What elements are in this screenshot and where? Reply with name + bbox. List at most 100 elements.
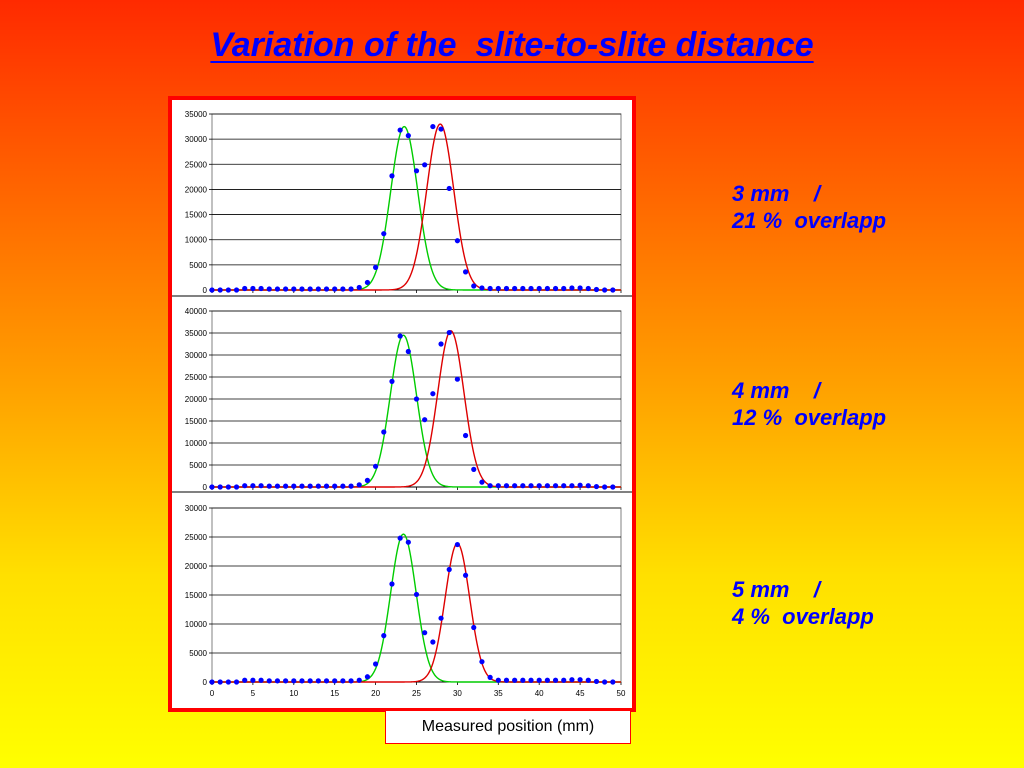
fit-curve-right xyxy=(212,542,621,683)
data-point xyxy=(389,173,395,179)
slide-title: Variation of the slite-to-slite distance xyxy=(210,26,814,64)
data-point xyxy=(397,535,403,541)
y-tick-label: 5000 xyxy=(189,461,207,470)
data-point xyxy=(274,483,281,489)
data-point xyxy=(520,285,526,292)
data-point xyxy=(487,285,493,292)
data-point xyxy=(610,287,616,293)
data-point xyxy=(356,677,362,683)
annotation-3mm: 3 mm / 21 % overlapp xyxy=(732,180,886,234)
data-point xyxy=(217,679,223,685)
data-point xyxy=(495,483,501,489)
data-point xyxy=(495,677,501,683)
data-point xyxy=(283,286,289,292)
data-point xyxy=(454,376,460,382)
data-point xyxy=(397,127,403,133)
data-point xyxy=(340,678,346,684)
data-point xyxy=(283,483,289,489)
data-point xyxy=(389,581,395,587)
annotation-3mm-distance: 3 mm / xyxy=(732,181,821,206)
data-point xyxy=(381,429,387,435)
y-tick-label: 15000 xyxy=(185,417,208,426)
data-point xyxy=(471,283,477,289)
x-tick-label: 35 xyxy=(494,689,503,698)
data-point xyxy=(422,630,428,636)
data-point xyxy=(315,483,321,489)
fit-curve-left xyxy=(212,533,621,683)
data-point xyxy=(585,285,591,292)
data-point xyxy=(512,483,518,489)
data-point xyxy=(364,279,371,286)
data-point xyxy=(536,285,542,292)
data-point xyxy=(225,287,231,293)
data-point xyxy=(503,483,510,489)
data-point xyxy=(291,678,297,684)
data-point xyxy=(438,126,444,132)
data-point xyxy=(266,483,272,489)
data-point xyxy=(422,417,428,423)
fit-curve-left xyxy=(212,125,621,291)
data-point xyxy=(446,566,452,573)
data-point xyxy=(495,285,501,292)
x-tick-label: 30 xyxy=(453,689,462,698)
data-point xyxy=(479,479,485,485)
data-point xyxy=(348,286,354,292)
data-point xyxy=(593,286,600,293)
y-tick-label: 10000 xyxy=(185,620,208,629)
x-tick-label: 5 xyxy=(251,689,256,698)
data-point xyxy=(373,463,379,469)
annotation-3mm-overlap: 21 % overlapp xyxy=(732,208,887,233)
data-point xyxy=(323,678,330,684)
data-point xyxy=(520,677,526,683)
data-point xyxy=(233,484,240,490)
data-point xyxy=(250,677,256,683)
data-point xyxy=(266,678,272,684)
data-point xyxy=(602,287,608,293)
x-tick-label: 25 xyxy=(412,689,421,698)
data-point xyxy=(274,678,281,684)
y-tick-label: 15000 xyxy=(185,591,208,600)
x-tick-label: 45 xyxy=(576,689,585,698)
data-point xyxy=(569,285,575,291)
x-tick-label: 0 xyxy=(210,689,215,698)
data-point xyxy=(348,483,354,489)
y-tick-label: 25000 xyxy=(185,160,208,169)
data-point xyxy=(569,677,575,683)
data-point xyxy=(569,483,575,489)
data-point xyxy=(512,677,518,683)
data-point xyxy=(413,591,420,598)
data-point xyxy=(479,285,485,291)
data-point xyxy=(217,484,223,490)
data-point xyxy=(528,285,534,292)
annotation-4mm-overlap: 12 % overlapp xyxy=(732,405,887,430)
data-point xyxy=(503,285,510,292)
data-point xyxy=(283,678,289,684)
data-point xyxy=(544,677,550,683)
data-point xyxy=(332,678,338,684)
y-tick-label: 15000 xyxy=(185,211,208,220)
data-point xyxy=(233,287,240,293)
data-point xyxy=(430,391,436,397)
data-point xyxy=(602,679,608,685)
x-tick-label: 10 xyxy=(289,689,298,698)
fit-curve-right xyxy=(212,123,621,291)
data-point xyxy=(307,483,313,489)
data-point xyxy=(454,238,460,244)
data-point xyxy=(430,639,436,645)
data-point xyxy=(332,483,338,489)
data-point xyxy=(528,677,534,683)
data-point xyxy=(250,483,256,489)
data-point xyxy=(552,677,559,683)
data-point xyxy=(405,348,411,355)
data-point xyxy=(536,677,542,683)
y-tick-label: 0 xyxy=(203,286,208,295)
x-tick-label: 50 xyxy=(617,689,626,698)
data-point xyxy=(291,286,297,292)
data-point xyxy=(413,168,420,174)
data-point xyxy=(561,483,567,489)
data-point xyxy=(544,483,550,489)
data-point xyxy=(258,483,264,489)
data-point xyxy=(405,539,411,545)
x-tick-label: 40 xyxy=(535,689,544,698)
data-point xyxy=(299,286,305,292)
